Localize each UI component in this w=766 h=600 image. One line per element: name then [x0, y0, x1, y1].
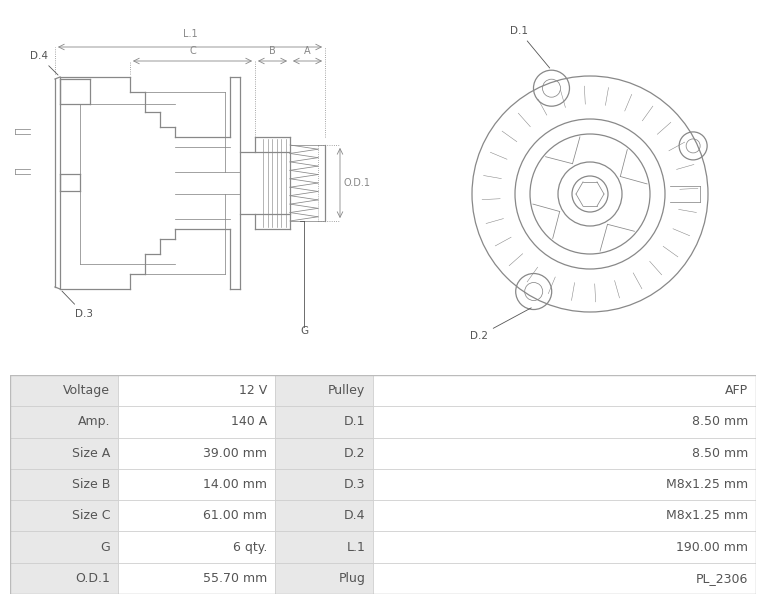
Bar: [10, 563, 118, 594]
Text: D.4: D.4: [344, 509, 365, 522]
Text: M8x1.25 mm: M8x1.25 mm: [666, 509, 748, 522]
Text: 55.70 mm: 55.70 mm: [203, 572, 267, 585]
Text: O.D.1: O.D.1: [343, 178, 370, 188]
Text: D.3: D.3: [344, 478, 365, 491]
Bar: [373, 532, 756, 563]
Bar: [118, 375, 275, 406]
Bar: [373, 406, 756, 437]
Text: 190.00 mm: 190.00 mm: [676, 541, 748, 554]
Bar: [118, 437, 275, 469]
Bar: [275, 375, 373, 406]
Text: L.1: L.1: [346, 541, 365, 554]
Bar: [118, 563, 275, 594]
Bar: [373, 469, 756, 500]
Text: G: G: [300, 326, 308, 336]
Text: AFP: AFP: [725, 384, 748, 397]
Bar: [275, 406, 373, 437]
Text: A: A: [304, 46, 311, 56]
Bar: [275, 469, 373, 500]
Text: 8.50 mm: 8.50 mm: [692, 447, 748, 460]
Text: Size B: Size B: [72, 478, 110, 491]
Text: M8x1.25 mm: M8x1.25 mm: [666, 478, 748, 491]
Text: B: B: [269, 46, 276, 56]
Text: G: G: [100, 541, 110, 554]
Bar: [118, 406, 275, 437]
Text: Amp.: Amp.: [77, 415, 110, 428]
Bar: [118, 469, 275, 500]
Bar: [10, 375, 118, 406]
Text: D.1: D.1: [510, 26, 550, 68]
Bar: [10, 437, 118, 469]
Text: C: C: [189, 46, 196, 56]
Text: Size C: Size C: [71, 509, 110, 522]
Text: 140 A: 140 A: [231, 415, 267, 428]
Text: O.D.1: O.D.1: [75, 572, 110, 585]
Text: 8.50 mm: 8.50 mm: [692, 415, 748, 428]
Bar: [275, 563, 373, 594]
Bar: [10, 469, 118, 500]
Bar: [10, 406, 118, 437]
Text: D.3: D.3: [62, 291, 93, 319]
Text: Size A: Size A: [72, 447, 110, 460]
Text: PL_2306: PL_2306: [696, 572, 748, 585]
Bar: [10, 500, 118, 532]
Bar: [275, 437, 373, 469]
Text: D.2: D.2: [344, 447, 365, 460]
Bar: [275, 532, 373, 563]
Text: D.1: D.1: [344, 415, 365, 428]
Text: 14.00 mm: 14.00 mm: [203, 478, 267, 491]
Text: 6 qty.: 6 qty.: [233, 541, 267, 554]
Text: 61.00 mm: 61.00 mm: [203, 509, 267, 522]
Text: L.1: L.1: [182, 29, 198, 39]
Bar: [373, 437, 756, 469]
Text: 12 V: 12 V: [239, 384, 267, 397]
Bar: [118, 500, 275, 532]
Text: Plug: Plug: [339, 572, 365, 585]
Bar: [373, 375, 756, 406]
Bar: [373, 563, 756, 594]
Text: D.2: D.2: [470, 308, 532, 341]
Text: D.4: D.4: [30, 51, 58, 75]
Text: Pulley: Pulley: [328, 384, 365, 397]
Bar: [275, 500, 373, 532]
Text: Voltage: Voltage: [63, 384, 110, 397]
Bar: [373, 500, 756, 532]
Bar: [118, 532, 275, 563]
Text: 39.00 mm: 39.00 mm: [203, 447, 267, 460]
Bar: [10, 532, 118, 563]
